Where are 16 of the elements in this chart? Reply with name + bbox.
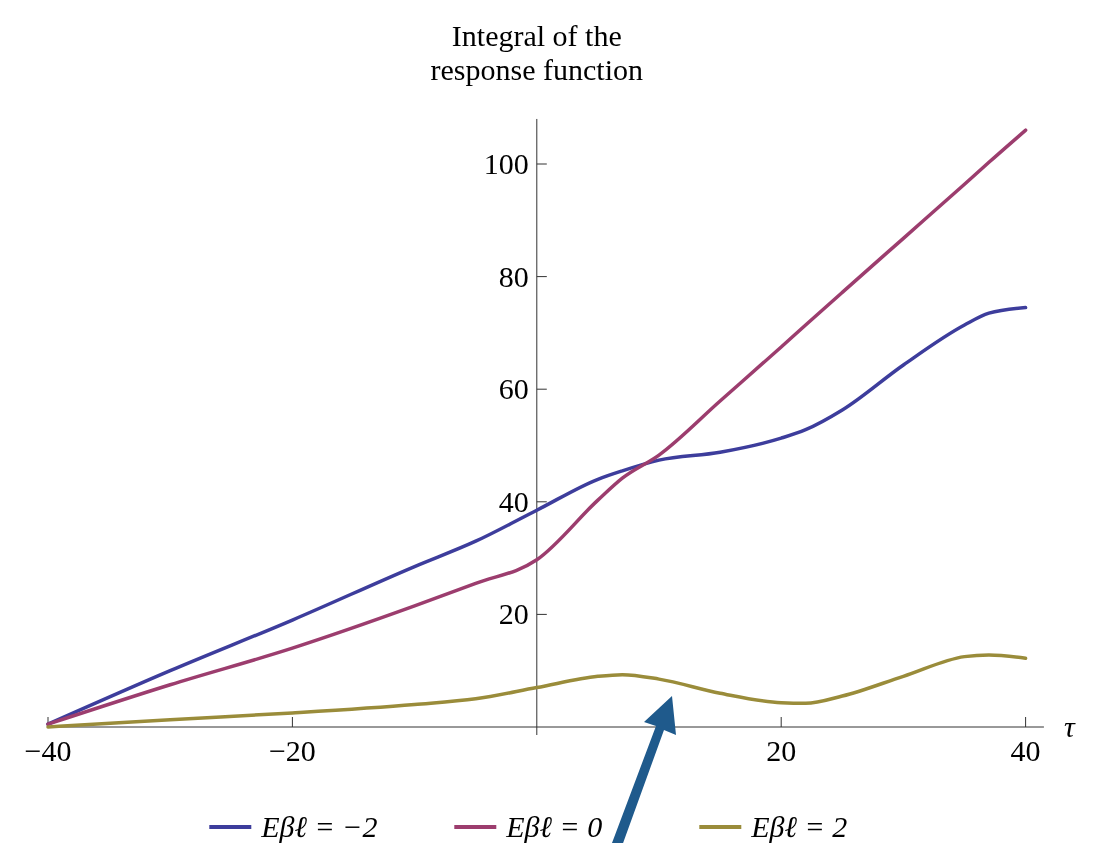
line-series	[46, 653, 1028, 729]
y-tick-label: 100	[483, 147, 529, 180]
y-axis-title: Integral of the response function	[430, 19, 644, 86]
y-tick-label: 80	[498, 259, 529, 293]
x-tick-label: 40	[1010, 734, 1041, 767]
x-tick-label: 20	[766, 734, 797, 767]
y-tick-label: 20	[498, 597, 529, 631]
y-tick-label: 40	[498, 484, 529, 518]
y-tick-label: 60	[498, 372, 529, 406]
legend-label: Eβℓ = 2	[750, 810, 848, 843]
x-tick-label: −20	[268, 734, 316, 767]
legend-label: Eβℓ = 0	[505, 810, 603, 843]
x-tick-label: −40	[24, 734, 72, 767]
legend-label: Eβℓ = −2	[260, 810, 378, 843]
x-axis-title: τ	[1063, 710, 1076, 743]
line-series	[46, 128, 1028, 726]
